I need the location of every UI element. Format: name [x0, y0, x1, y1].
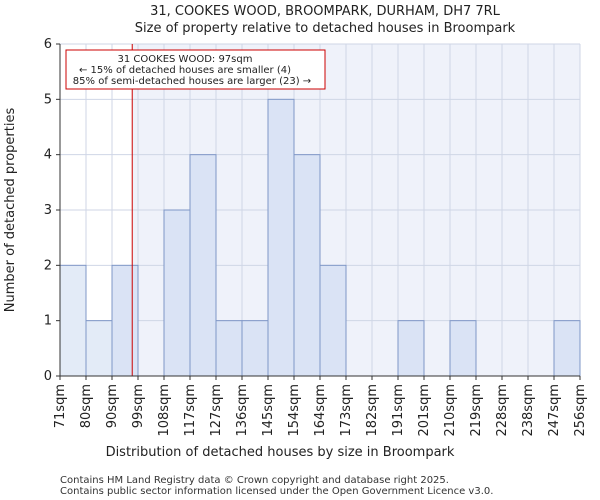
y-tick-label: 2 — [44, 258, 52, 273]
x-tick-label: 154sqm — [287, 384, 302, 437]
bar-90sqm — [111, 264, 139, 377]
x-tick-label: 173sqm — [339, 384, 354, 437]
x-tick-label: 71sqm — [53, 384, 68, 428]
x-tick-label: 145sqm — [261, 384, 276, 437]
x-tick-label: 201sqm — [417, 384, 432, 437]
chart-subtitle: Size of property relative to detached ho… — [135, 21, 516, 36]
x-tick-label: 256sqm — [573, 384, 588, 437]
x-axis-label: Distribution of detached houses by size … — [106, 445, 455, 460]
bar-136sqm — [241, 320, 269, 377]
y-axis-label: Number of detached properties — [3, 108, 18, 313]
bar-210sqm — [449, 320, 477, 377]
y-tick-label: 4 — [44, 148, 52, 163]
annotation-line-2: ← 15% of detached houses are smaller (4) — [79, 65, 291, 76]
y-tick-label: 5 — [44, 92, 52, 107]
x-tick-label: 247sqm — [547, 384, 562, 437]
x-tick-label: 228sqm — [495, 384, 510, 437]
x-tick-label: 191sqm — [391, 384, 406, 437]
bar-154sqm — [293, 154, 321, 377]
x-tick-label: 238sqm — [521, 384, 536, 437]
x-ticks: 71sqm 80sqm 90sqm 99sqm 108sqm 117sqm 127sqm 13… — [53, 376, 588, 437]
bars — [59, 98, 581, 377]
bar-80sqm — [85, 320, 113, 377]
bar-108sqm — [163, 209, 191, 377]
x-tick-label: 127sqm — [209, 384, 224, 437]
x-tick-label: 99sqm — [131, 384, 146, 428]
y-tick-label: 1 — [44, 314, 52, 329]
footer-line-1: Contains HM Land Registry data © Crown c… — [60, 475, 449, 486]
y-ticks: 0 1 2 3 4 5 6 — [44, 37, 60, 384]
x-tick-label: 117sqm — [183, 384, 198, 437]
bar-127sqm — [215, 320, 243, 377]
x-tick-label: 108sqm — [157, 384, 172, 437]
x-tick-label: 164sqm — [313, 384, 328, 437]
y-tick-label: 3 — [44, 203, 52, 218]
annotation-box: 31 COOKES WOOD: 97sqm ← 15% of detached … — [65, 49, 326, 90]
x-tick-label: 90sqm — [105, 384, 120, 428]
chart-title: 31, COOKES WOOD, BROOMPARK, DURHAM, DH7 … — [150, 4, 501, 19]
bar-71sqm — [59, 264, 87, 377]
bar-191sqm — [397, 320, 425, 377]
x-tick-label: 219sqm — [469, 384, 484, 437]
bar-117sqm — [189, 154, 217, 377]
y-tick-label: 0 — [44, 369, 52, 384]
annotation-line-1: 31 COOKES WOOD: 97sqm — [118, 54, 253, 65]
x-tick-label: 210sqm — [443, 384, 458, 437]
bar-247sqm — [553, 320, 581, 377]
footer-line-2: Contains public sector information licen… — [60, 486, 493, 497]
bar-164sqm — [319, 264, 347, 377]
y-tick-label: 6 — [44, 37, 52, 52]
x-tick-label: 136sqm — [235, 384, 250, 437]
annotation-line-3: 85% of semi-detached houses are larger (… — [73, 76, 311, 87]
x-tick-label: 182sqm — [365, 384, 380, 437]
annotation-border — [65, 49, 326, 90]
bar-145sqm — [267, 98, 295, 377]
x-tick-label: 80sqm — [79, 384, 94, 428]
